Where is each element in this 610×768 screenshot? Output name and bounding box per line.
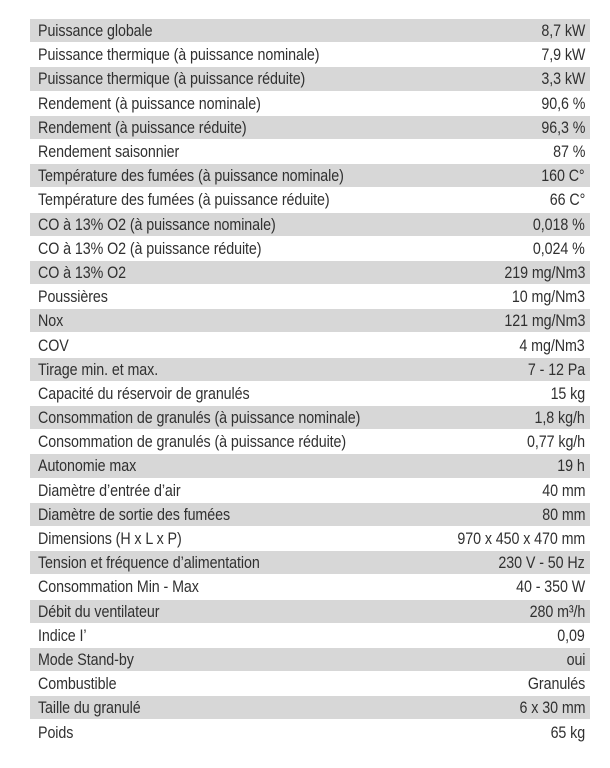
table-row: Capacité du réservoir de granulés 15 kg (30, 382, 590, 406)
spec-table: Puissance globale 8,7 kW Puissance thermiq… (30, 19, 590, 745)
spec-value: 121 mg/Nm3 (504, 311, 585, 331)
table-row: Puissance globale 8,7 kW (30, 19, 590, 44)
spec-value: 40 - 350 W (515, 577, 585, 597)
spec-value: 230 V - 50 Hz (498, 553, 585, 573)
spec-label: Puissance thermique (à puissance nominal… (38, 45, 320, 65)
table-row: Autonomie max 19 h (30, 454, 590, 479)
spec-label: CO à 13% O2 (à puissance nominale) (38, 214, 276, 234)
spec-label: CO à 13% O2 (38, 262, 126, 282)
spec-value: 7,9 kW (541, 45, 585, 65)
table-row: Rendement saisonnier 87 % (30, 140, 590, 165)
spec-label: Température des fumées (à puissance rédu… (38, 190, 330, 210)
spec-label: Tirage min. et max. (38, 359, 159, 379)
table-row: Consommation Min - Max 40 - 350 W (30, 575, 590, 600)
table-row: Consommation de granulés (à puissance no… (30, 406, 590, 431)
spec-value: 19 h (557, 456, 586, 476)
spec-value: 87 % (552, 142, 585, 162)
table-row: Tirage min. et max. 7 - 12 Pa (30, 357, 590, 382)
table-row: Combustible Granulés (30, 672, 590, 697)
spec-value: 66 C° (549, 190, 586, 210)
spec-value: 90,6 % (541, 93, 585, 113)
table-row: Rendement (à puissance réduite) 96,3 % (30, 115, 590, 140)
table-row: Diamètre de sortie des fumées 80 mm (30, 502, 590, 527)
table-row: Indice I’ 0,09 (30, 624, 590, 648)
table-row: COV 4 mg/Nm3 (30, 333, 590, 358)
table-row: CO à 13% O2 (à puissance réduite) 0,024 % (30, 237, 590, 261)
table-row: Débit du ventilateur 280 m³/h (30, 599, 590, 624)
table-row: Diamètre d’entrée d’air 40 mm (30, 479, 590, 503)
spec-value: 65 kg (550, 722, 585, 742)
spec-value: 3,3 kW (541, 69, 585, 89)
spec-label: Poussières (38, 287, 108, 307)
spec-label: Combustible (38, 674, 117, 694)
table-row: Température des fumées (à puissance rédu… (30, 188, 590, 213)
spec-label: Puissance thermique (à puissance réduite… (38, 69, 306, 89)
spec-value: 160 C° (541, 166, 585, 186)
table-row: Poids 65 kg (30, 720, 590, 745)
table-row: Mode Stand-by oui (30, 647, 590, 673)
spec-label: Consommation de granulés (à puissance ré… (38, 432, 347, 452)
spec-label: Autonomie max (38, 456, 137, 476)
spec-label: Taille du granulé (38, 698, 141, 718)
table-row: CO à 13% O2 219 mg/Nm3 (30, 260, 590, 286)
spec-label: Consommation de granulés (à puissance no… (38, 408, 361, 428)
spec-label: Débit du ventilateur (38, 601, 160, 621)
spec-label: Indice I’ (38, 625, 87, 645)
spec-label: COV (38, 335, 69, 355)
table-row: Dimensions (H x L x P) 970 x 450 x 470 mm (30, 527, 590, 552)
table-row: Consommation de granulés (à puissance ré… (30, 430, 590, 455)
spec-label: Capacité du réservoir de granulés (38, 383, 250, 403)
spec-label: CO à 13% O2 (à puissance réduite) (38, 238, 262, 258)
table-row: Taille du granulé 6 x 30 mm (30, 696, 590, 721)
spec-label: Puissance globale (38, 21, 153, 41)
spec-value: 10 mg/Nm3 (511, 287, 585, 307)
spec-value: 280 m³/h (529, 601, 585, 621)
spec-label: Température des fumées (à puissance nomi… (38, 166, 344, 186)
spec-label: Rendement (à puissance nominale) (38, 93, 261, 113)
table-row: Poussières 10 mg/Nm3 (30, 285, 590, 310)
spec-value: 0,024 % (533, 238, 585, 258)
table-row: Rendement (à puissance nominale) 90,6 % (30, 92, 590, 116)
spec-value: Granulés (527, 674, 585, 694)
spec-label: Poids (38, 722, 74, 742)
spec-value: 0,09 (557, 625, 586, 645)
spec-value: 80 mm (541, 504, 585, 524)
table-row: Tension et fréquence d’alimentation 230 V… (30, 551, 590, 576)
table-row: Puissance thermique (à puissance réduite… (30, 67, 590, 92)
spec-value: oui (566, 649, 585, 669)
table-row: CO à 13% O2 (à puissance nominale) 0,018 … (30, 212, 590, 237)
spec-value: 970 x 450 x 470 mm (457, 529, 585, 549)
spec-label: Dimensions (H x L x P) (38, 529, 182, 549)
spec-value: 15 kg (550, 383, 585, 403)
spec-label: Consommation Min - Max (38, 577, 199, 597)
spec-value: 8,7 kW (541, 21, 585, 41)
spec-value: 40 mm (541, 480, 585, 500)
table-row: Puissance thermique (à puissance nominal… (30, 43, 590, 68)
spec-value: 6 x 30 mm (519, 698, 585, 718)
table-row: Nox 121 mg/Nm3 (30, 309, 590, 334)
table-row: Température des fumées (à puissance nomi… (30, 164, 590, 189)
spec-label: Rendement (à puissance réduite) (38, 117, 247, 137)
spec-value: 0,77 kg/h (527, 432, 585, 452)
spec-value: 1,8 kg/h (534, 408, 585, 428)
spec-value: 0,018 % (533, 214, 585, 234)
spec-label: Diamètre de sortie des fumées (38, 504, 231, 524)
spec-value: 4 mg/Nm3 (519, 335, 585, 355)
spec-value: 7 - 12 Pa (527, 359, 585, 379)
spec-value: 96,3 % (541, 117, 585, 137)
spec-value: 219 mg/Nm3 (504, 262, 585, 282)
spec-label: Mode Stand-by (38, 649, 134, 669)
spec-label: Tension et fréquence d’alimentation (38, 553, 260, 573)
spec-label: Rendement saisonnier (38, 142, 180, 162)
spec-label: Diamètre d’entrée d’air (38, 480, 181, 500)
spec-label: Nox (38, 311, 64, 331)
